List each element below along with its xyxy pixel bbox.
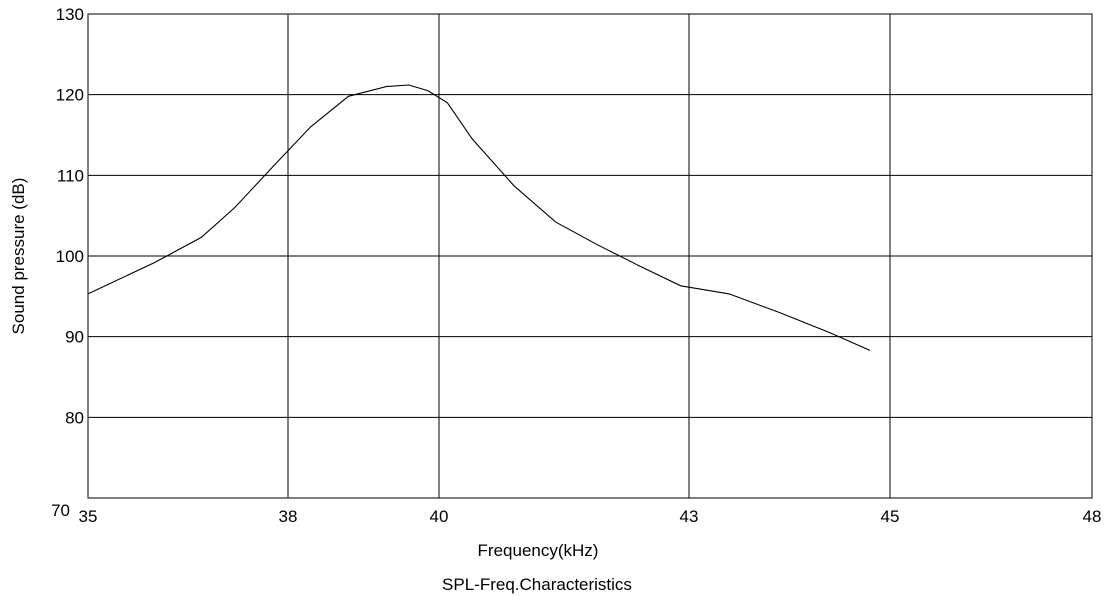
x-tick-label: 43	[680, 507, 699, 526]
x-tick-label: 35	[79, 507, 98, 526]
plot-frame	[87, 13, 1093, 499]
y-tick-label: 90	[65, 328, 84, 347]
y-tick-label: 80	[65, 408, 84, 427]
y-tick-label: 110	[57, 166, 84, 185]
series-line	[87, 84, 871, 351]
y-tick-label: 120	[56, 86, 84, 105]
y-gridlines	[88, 94, 1092, 418]
y-tick-label: 100	[56, 247, 84, 266]
x-gridlines	[287, 14, 891, 498]
chart-caption: SPL-Freq.Characteristics	[442, 575, 632, 594]
x-tick-label: 48	[1083, 507, 1102, 526]
x-tick-label: 38	[279, 507, 298, 526]
y-tick-label: 70	[51, 501, 70, 520]
series-layer	[87, 84, 871, 351]
y-axis-label: Sound pressure (dB)	[9, 178, 28, 335]
x-tick-label: 40	[430, 507, 449, 526]
x-axis-label: Frequency(kHz)	[478, 541, 599, 560]
x-tick-label: 45	[881, 507, 900, 526]
x-tick-labels: 35 38 40 43 45 48	[79, 507, 1102, 526]
y-tick-labels: 70 80 90 100 110 120 130	[51, 5, 84, 520]
y-tick-label: 130	[56, 5, 84, 24]
